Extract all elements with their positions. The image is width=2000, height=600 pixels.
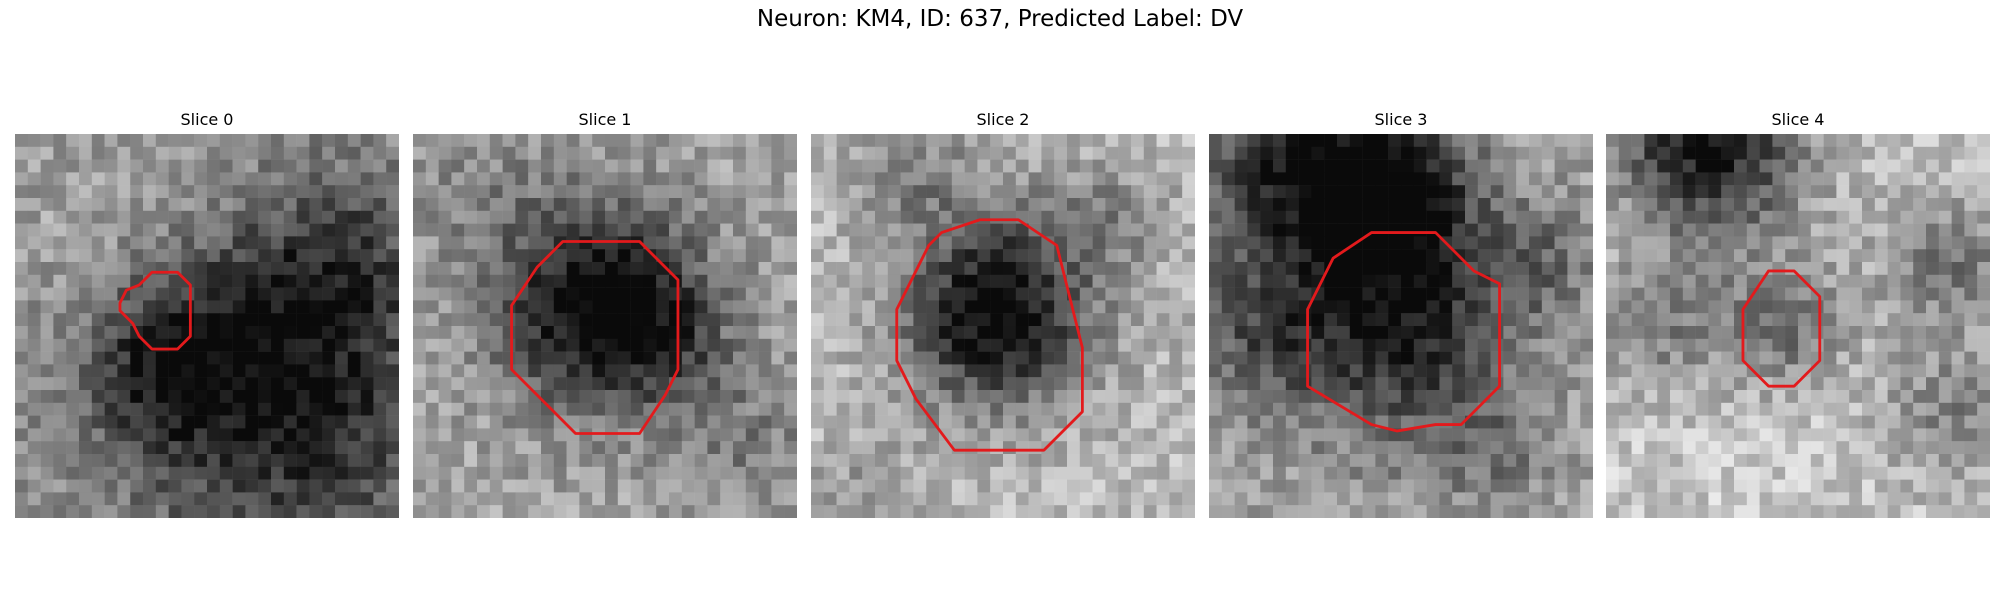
slice-title-4: Slice 4 [1771, 110, 1825, 129]
slice-title-2: Slice 2 [976, 110, 1030, 129]
slice-panel-2: Slice 2 [811, 108, 1195, 518]
slice-title-1: Slice 1 [578, 110, 632, 129]
neuron-outline [118, 270, 192, 351]
neuron-outline [510, 240, 680, 435]
slice-title-0: Slice 0 [180, 110, 234, 129]
neuron-outline [1741, 269, 1822, 388]
neuron-outline [895, 218, 1084, 452]
slice-panel-0: Slice 0 [15, 108, 399, 518]
slice-image-4 [1606, 134, 1990, 518]
neuron-outline [1306, 231, 1501, 433]
slice-panel-1: Slice 1 [413, 108, 797, 518]
slice-image-3 [1209, 134, 1593, 518]
slice-image-2 [811, 134, 1195, 518]
slice-image-0 [15, 134, 399, 518]
slice-panel-3: Slice 3 [1209, 108, 1593, 518]
slice-panel-4: Slice 4 [1606, 108, 1990, 518]
figure-title: Neuron: KM4, ID: 637, Predicted Label: D… [756, 6, 1244, 32]
slice-image-1 [413, 134, 797, 518]
slice-title-3: Slice 3 [1374, 110, 1428, 129]
